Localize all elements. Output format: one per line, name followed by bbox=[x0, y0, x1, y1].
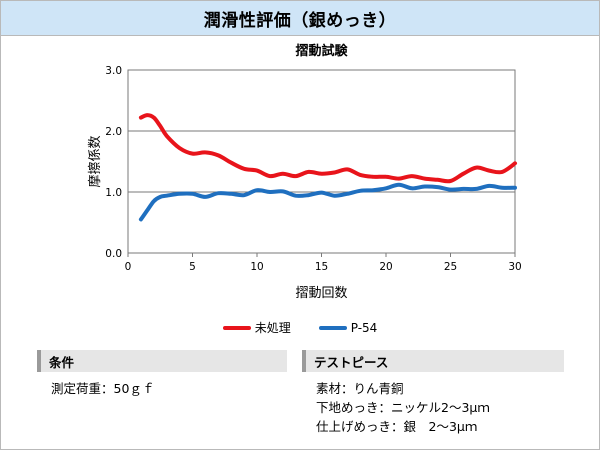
conditions-title: 条件 bbox=[49, 354, 75, 370]
test-piece-body: 素材：りん青銅 下地めっき：ニッケル2～3μｍ 仕上げめっき：銀 2～3μｍ bbox=[302, 372, 564, 436]
test-piece-panel: テストピース 素材：りん青銅 下地めっき：ニッケル2～3μｍ 仕上げめっき：銀 … bbox=[302, 350, 564, 436]
header-accent-bar bbox=[37, 350, 41, 372]
page-title: 潤滑性評価（銀めっき） bbox=[203, 10, 397, 31]
y-tick-label: 0.0 bbox=[105, 248, 122, 260]
x-tick-label: 5 bbox=[189, 261, 196, 273]
y-axis-label: 摩擦係数 bbox=[87, 135, 103, 187]
x-axis-label: 摺動回数 bbox=[295, 286, 347, 301]
conditions-line: 測定荷重：50ｇｆ bbox=[51, 381, 155, 396]
x-tick-label: 0 bbox=[125, 261, 132, 273]
x-tick-label: 25 bbox=[444, 261, 457, 273]
conditions-body: 測定荷重：50ｇｆ bbox=[37, 372, 287, 398]
legend-swatch bbox=[318, 325, 347, 330]
test-piece-line: 素材：りん青銅 bbox=[316, 381, 404, 396]
title-bar: 潤滑性評価（銀めっき） bbox=[1, 1, 599, 36]
test-piece-title: テストピース bbox=[314, 354, 389, 370]
series-line-p54 bbox=[138, 182, 517, 222]
y-tick-label: 2.0 bbox=[105, 126, 122, 138]
y-tick-label: 1.0 bbox=[105, 187, 122, 199]
chart-legend: 未処理 P-54 bbox=[1, 319, 599, 336]
x-tick-label: 10 bbox=[250, 261, 263, 273]
conditions-header: 条件 bbox=[37, 350, 287, 372]
series-line-untreated bbox=[138, 113, 517, 184]
chart-title: 摺動試験 bbox=[295, 43, 348, 59]
friction-chart: 摺動試験 0.0 1.0 2.0 3.0 0 5 10 15 20 25 30 摺動回数 摩擦係数 bbox=[87, 43, 522, 301]
plot-border bbox=[127, 69, 516, 254]
test-piece-line: 仕上げめっき：銀 2～3μｍ bbox=[316, 419, 478, 434]
legend-label: 未処理 bbox=[254, 321, 291, 335]
x-tick-label: 30 bbox=[508, 261, 521, 273]
legend-swatch bbox=[222, 325, 251, 330]
header-accent-bar bbox=[302, 350, 306, 372]
test-piece-line: 下地めっき：ニッケル2～3μｍ bbox=[316, 400, 490, 415]
conditions-panel: 条件 測定荷重：50ｇｆ bbox=[37, 350, 287, 398]
x-tick-label: 20 bbox=[379, 261, 392, 273]
legend-item: 未処理 bbox=[222, 319, 291, 336]
chart-area: 摺動試験 0.0 1.0 2.0 3.0 0 5 10 15 20 25 30 摺動回数 摩擦係数 bbox=[1, 35, 599, 345]
y-tick-label: 3.0 bbox=[105, 65, 122, 77]
test-piece-header: テストピース bbox=[302, 350, 564, 372]
legend-item: P-54 bbox=[318, 319, 378, 336]
x-tick-label: 15 bbox=[315, 261, 328, 273]
legend-label: P-54 bbox=[350, 320, 378, 335]
